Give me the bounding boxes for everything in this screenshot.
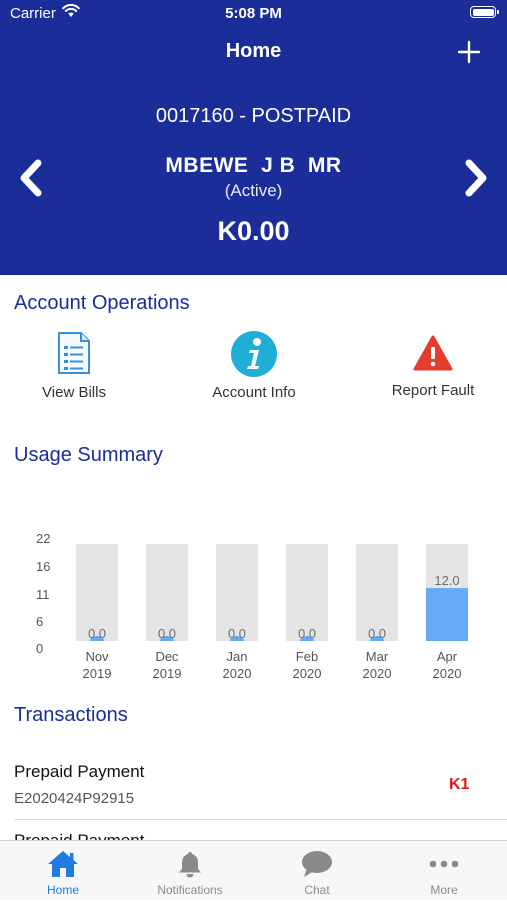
bar-track [216,544,258,641]
transaction-reference: E2020424P92915 [14,790,135,807]
y-axis-tick-label: 22 [36,531,50,546]
bar-track [356,544,398,641]
y-axis-tick-label: 0 [36,641,43,656]
battery-icon [470,6,499,18]
tab-chat[interactable]: Chat [254,841,380,901]
home-icon [48,851,78,877]
y-axis-tick-label: 11 [36,587,50,602]
carrier-label: Carrier [10,5,56,22]
account-operations-title: Account Operations [14,292,190,314]
tab-bar: Home Notifications Chat More [0,840,507,900]
x-axis-month-label: Apr [437,649,458,664]
chat-bubble-icon [302,851,332,877]
bar-value-label: 12.0 [434,573,459,588]
bar-value-label: 0.0 [88,626,106,641]
wifi-icon [62,4,80,17]
usage-chart: 22 16 11 6 0 0.0 Nov 2019 0.0 Dec 2019 0.0 Jan 2020 0.… [36,531,468,681]
tab-more[interactable]: More [381,841,507,901]
x-axis-month-label: Nov [85,649,109,664]
bell-icon [179,852,201,878]
transactions-title: Transactions [14,704,128,726]
account-header: Carrier 5:08 PM Home 0017160 - POSTPAID … [0,0,507,275]
tab-notifications[interactable]: Notifications [127,841,253,901]
plus-icon[interactable] [457,40,481,64]
more-dots-icon [429,860,459,868]
bar [90,636,104,641]
tab-home-label: Home [46,883,79,897]
view-bills-label: View Bills [42,384,106,401]
chevron-right-icon[interactable] [461,158,491,198]
report-fault-button[interactable]: Report Fault [353,335,507,399]
x-axis-month-label: Feb [296,649,318,664]
account-holder-name: MBEWE J B MR [165,154,342,177]
bar [160,636,174,641]
x-axis-year-label: 2020 [293,666,322,681]
bar [370,636,384,641]
bar [300,636,314,641]
transaction-amount: K1 [449,776,470,793]
tab-notifications-label: Notifications [157,883,223,897]
report-fault-label: Report Fault [391,382,475,399]
x-axis-month-label: Jan [227,649,248,664]
bar-track [286,544,328,641]
account-number: 0017160 - POSTPAID [155,105,352,127]
bar-value-label: 0.0 [228,626,246,641]
x-axis-year-label: 2020 [433,666,462,681]
bar-track [76,544,118,641]
tab-more-label: More [430,883,458,897]
transaction-title: Prepaid Payment [14,762,145,781]
view-bills-button[interactable]: View Bills [0,331,154,401]
x-axis-year-label: 2019 [153,666,182,681]
account-balance: K0.00 [217,216,290,246]
account-info-label: Account Info [212,384,296,401]
warning-icon [413,335,453,371]
status-bar: Carrier 5:08 PM [0,0,507,28]
bar-value-label: 0.0 [158,626,176,641]
tab-chat-label: Chat [304,883,330,897]
x-axis-year-label: 2020 [223,666,252,681]
x-axis-year-label: 2020 [363,666,392,681]
x-axis-month-label: Dec [155,649,179,664]
x-axis-month-label: Mar [366,649,389,664]
usage-summary-title: Usage Summary [14,444,163,466]
chevron-left-icon[interactable] [16,158,46,198]
info-icon [231,331,277,377]
account-status: (Active) [224,181,283,200]
bar [230,636,244,641]
bar-value-label: 0.0 [368,626,386,641]
x-axis-year-label: 2019 [83,666,112,681]
bar [426,588,468,641]
account-info-button[interactable]: Account Info [174,331,334,401]
divider [14,819,507,820]
status-time: 5:08 PM [225,5,282,22]
page-title: Home [225,40,282,62]
document-list-icon [58,332,90,374]
y-axis-tick-label: 16 [36,559,50,574]
y-axis-tick-label: 6 [36,614,43,629]
tab-home[interactable]: Home [0,841,126,901]
bar-value-label: 0.0 [298,626,316,641]
bar-track [146,544,188,641]
